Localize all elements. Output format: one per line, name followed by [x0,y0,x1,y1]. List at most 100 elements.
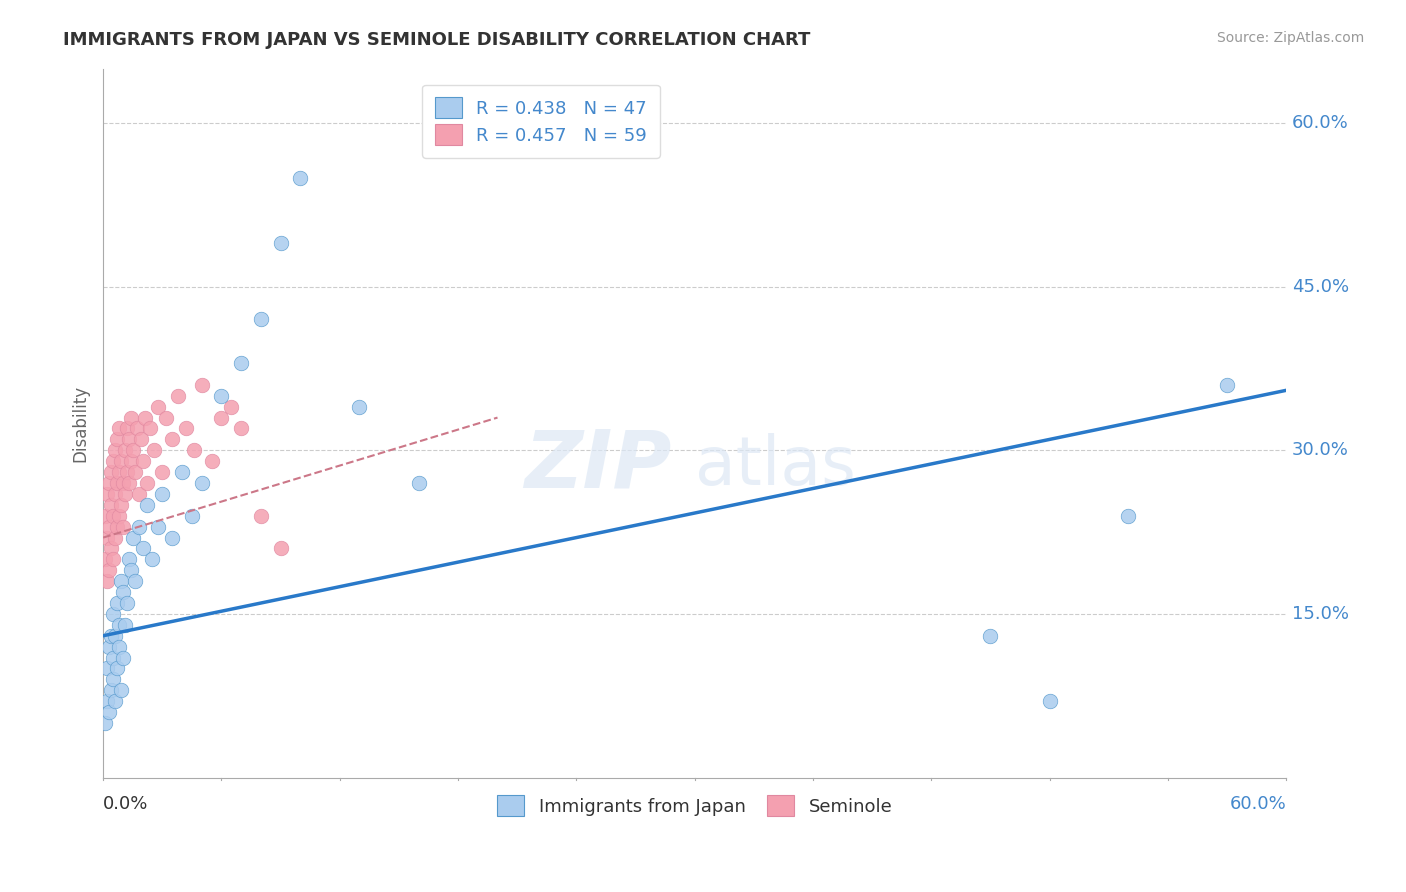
Text: 45.0%: 45.0% [1292,277,1350,295]
Point [979,629,1001,643]
Point [98,563,121,577]
Point [290,170,312,185]
Text: 30.0%: 30.0% [1292,442,1348,459]
Point [174,421,197,435]
Point [209,410,232,425]
Point [150,465,173,479]
Point [96,487,118,501]
Point [124,465,146,479]
Text: 15.0%: 15.0% [1292,605,1350,623]
Point [221,400,243,414]
Point [110,454,132,468]
Point [135,476,157,491]
Point [121,443,143,458]
Point [200,454,222,468]
Point [160,531,183,545]
Point [124,574,146,589]
Point [101,673,124,687]
Point [114,487,136,501]
Point [270,541,292,556]
Point [108,617,131,632]
Point [148,400,170,414]
Point [96,531,118,545]
Point [104,531,127,545]
Point [128,519,150,533]
Point [155,410,177,425]
Point [111,650,134,665]
Point [100,498,122,512]
Point [170,465,193,479]
Point [190,377,212,392]
Point [131,454,153,468]
Point [129,433,152,447]
Point [408,476,430,491]
Point [118,433,141,447]
Point [115,465,138,479]
Text: 60.0%: 60.0% [1229,796,1286,814]
Point [135,498,157,512]
Point [94,508,117,523]
Text: 60.0%: 60.0% [1292,114,1348,132]
Point [128,487,150,501]
Point [105,661,128,675]
Point [96,694,118,708]
Point [115,421,138,435]
Point [105,519,128,533]
Point [250,312,273,326]
Point [114,443,136,458]
Point [98,476,121,491]
Point [101,454,124,468]
Point [98,705,121,719]
Point [101,552,124,566]
Point [150,487,173,501]
Point [108,465,131,479]
Point [190,476,212,491]
Point [120,563,142,577]
Point [250,508,273,523]
Point [96,574,118,589]
Point [1118,508,1140,523]
Point [100,629,122,643]
Point [349,400,371,414]
Point [231,421,253,435]
Point [101,650,124,665]
Point [1039,694,1062,708]
Point [120,410,142,425]
Point [111,519,134,533]
Y-axis label: Disability: Disability [72,384,89,461]
Point [121,531,143,545]
Point [160,433,183,447]
Point [114,617,136,632]
Point [110,498,132,512]
Point [105,596,128,610]
Point [118,552,141,566]
Point [110,574,132,589]
Point [104,694,127,708]
Point [100,541,122,556]
Point [101,508,124,523]
Point [167,389,190,403]
Text: atlas: atlas [695,433,856,499]
Point [105,476,128,491]
Point [98,640,121,654]
Point [139,421,162,435]
Point [125,421,148,435]
Point [1216,377,1239,392]
Point [94,552,117,566]
Point [118,476,141,491]
Point [98,519,121,533]
Point [111,476,134,491]
Text: IMMIGRANTS FROM JAPAN VS SEMINOLE DISABILITY CORRELATION CHART: IMMIGRANTS FROM JAPAN VS SEMINOLE DISABI… [63,31,811,49]
Text: Source: ZipAtlas.com: Source: ZipAtlas.com [1216,31,1364,45]
Point [111,585,134,599]
Legend: Immigrants from Japan, Seminole: Immigrants from Japan, Seminole [488,787,901,825]
Point [94,716,117,731]
Point [209,389,232,403]
Point [131,541,153,556]
Point [108,421,131,435]
Point [100,465,122,479]
Point [108,640,131,654]
Point [108,508,131,523]
Point [104,629,127,643]
Point [183,443,205,458]
